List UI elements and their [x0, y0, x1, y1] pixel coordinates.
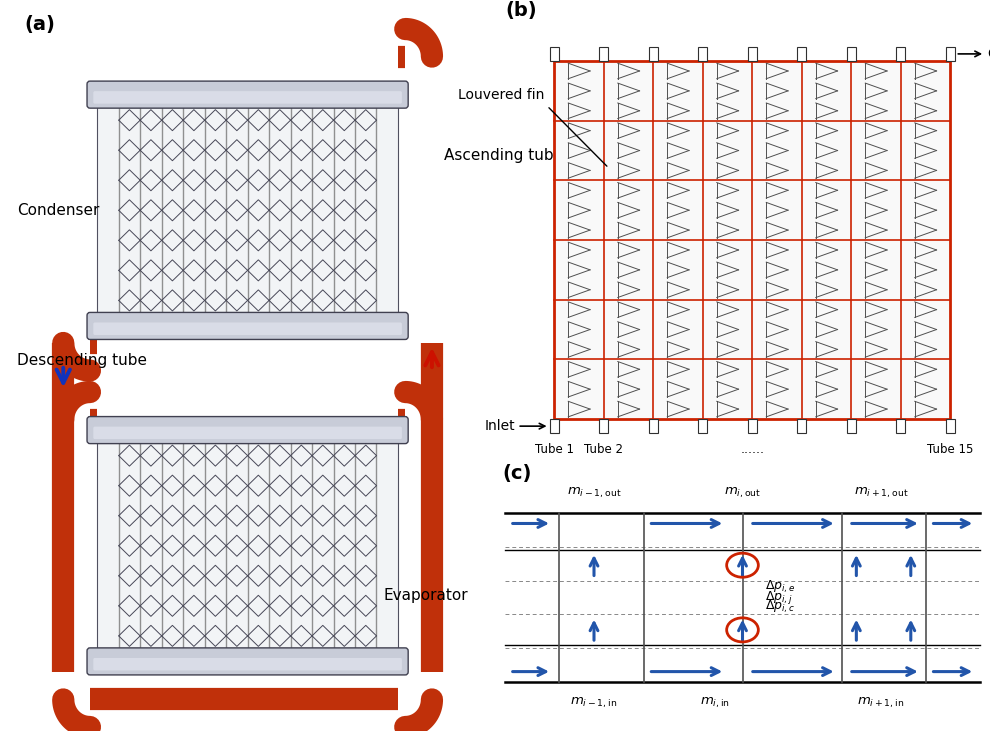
Text: Condenser: Condenser — [17, 202, 100, 218]
Bar — [97, 105, 398, 316]
Bar — [649, 47, 657, 61]
Text: (c): (c) — [503, 464, 532, 483]
Bar — [748, 419, 757, 433]
Text: (a): (a) — [25, 15, 55, 34]
Text: $\Delta p_{i,c}$: $\Delta p_{i,c}$ — [765, 599, 795, 615]
Text: $\Delta p_{i,j}$: $\Delta p_{i,j}$ — [765, 589, 793, 606]
Bar — [945, 47, 954, 61]
Bar — [699, 47, 707, 61]
Text: $m_{i+1,\rm out}$: $m_{i+1,\rm out}$ — [853, 485, 909, 500]
Bar — [897, 419, 905, 433]
Text: Tube 15: Tube 15 — [928, 444, 973, 456]
Bar — [748, 47, 757, 61]
Text: (b): (b) — [505, 1, 537, 20]
Text: $m_{i,\rm in}$: $m_{i,\rm in}$ — [700, 695, 731, 710]
Text: Tube 2: Tube 2 — [584, 444, 624, 456]
Bar — [846, 47, 855, 61]
Text: Evaporator: Evaporator — [383, 588, 468, 603]
FancyBboxPatch shape — [87, 312, 408, 339]
Bar — [649, 419, 657, 433]
Text: Descending tube: Descending tube — [17, 353, 148, 368]
FancyBboxPatch shape — [87, 81, 408, 108]
Bar — [797, 419, 806, 433]
Text: Louvered fin: Louvered fin — [458, 88, 544, 102]
Bar — [600, 419, 608, 433]
Bar — [846, 419, 855, 433]
Bar — [945, 419, 954, 433]
Text: $m_{i-1,\rm in}$: $m_{i-1,\rm in}$ — [570, 695, 618, 710]
FancyBboxPatch shape — [87, 417, 408, 444]
FancyBboxPatch shape — [93, 91, 402, 104]
Bar — [554, 61, 950, 419]
Text: Inlet: Inlet — [484, 419, 515, 433]
Bar — [97, 441, 398, 651]
Bar — [600, 47, 608, 61]
FancyBboxPatch shape — [93, 658, 402, 670]
Bar — [797, 47, 806, 61]
Text: $m_{i+1,\rm in}$: $m_{i+1,\rm in}$ — [857, 695, 905, 710]
Text: Tube 1: Tube 1 — [535, 444, 574, 456]
Text: $\Delta p_{i,e}$: $\Delta p_{i,e}$ — [765, 578, 795, 594]
Text: ......: ...... — [741, 444, 764, 456]
Text: Outlet: Outlet — [987, 47, 990, 61]
Text: $m_{i-1,\rm out}$: $m_{i-1,\rm out}$ — [566, 485, 622, 500]
Bar — [549, 419, 558, 433]
FancyBboxPatch shape — [87, 648, 408, 675]
Text: Ascending tube: Ascending tube — [445, 148, 563, 163]
Bar — [897, 47, 905, 61]
Bar — [549, 47, 558, 61]
Bar — [699, 419, 707, 433]
FancyBboxPatch shape — [93, 322, 402, 335]
Text: $m_{i,\rm out}$: $m_{i,\rm out}$ — [724, 485, 761, 500]
FancyBboxPatch shape — [93, 427, 402, 439]
